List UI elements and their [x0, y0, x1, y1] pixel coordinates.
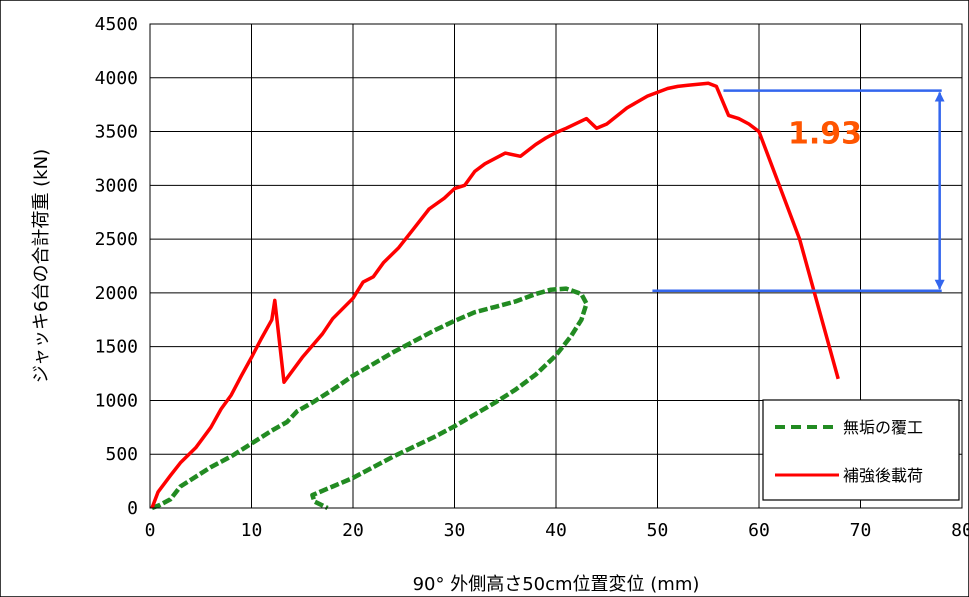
series-lines	[150, 81, 840, 511]
legend: 無垢の覆工 補強後載荷	[762, 399, 960, 501]
legend-label-series-1: 無垢の覆工	[843, 418, 923, 437]
ratio-annotation: 1.93	[652, 89, 945, 292]
ratio-label: 1.93	[788, 117, 862, 152]
plot-area	[149, 23, 963, 509]
x-tick-label: 60	[748, 520, 770, 541]
x-tick-label: 80	[951, 520, 969, 541]
y-tick-label: 500	[105, 444, 138, 465]
y-tick-label: 1500	[95, 337, 138, 358]
x-tick-label: 70	[850, 520, 872, 541]
x-tick-label: 50	[647, 520, 669, 541]
series-line-1	[151, 286, 589, 511]
series-line-2	[150, 81, 840, 509]
y-tick-label: 2000	[95, 283, 138, 304]
x-axis-title: 90° 外側高さ50cm位置変位 (mm)	[413, 574, 700, 595]
y-tick-label: 1000	[95, 390, 138, 411]
tick-labels: 0 10 20 30 40 50 60 70 80 0 500 1000 1500 2000 2500 300…	[95, 14, 969, 541]
legend-label-series-2: 補強後載荷	[843, 466, 923, 485]
x-tick-label: 40	[545, 520, 567, 541]
y-tick-label: 2500	[95, 229, 138, 250]
y-tick-label: 4000	[95, 68, 138, 89]
y-tick-label: 4500	[95, 14, 138, 35]
y-axis-title: ジャッキ6台の合計荷重 (kN)	[31, 149, 52, 383]
y-tick-label: 0	[127, 498, 138, 519]
legend-box	[762, 399, 960, 501]
x-tick-label: 10	[241, 520, 263, 541]
x-tick-label: 0	[145, 520, 156, 541]
y-tick-label: 3000	[95, 175, 138, 196]
x-tick-label: 20	[342, 520, 364, 541]
x-tick-label: 30	[444, 520, 466, 541]
y-tick-label: 3500	[95, 122, 138, 143]
